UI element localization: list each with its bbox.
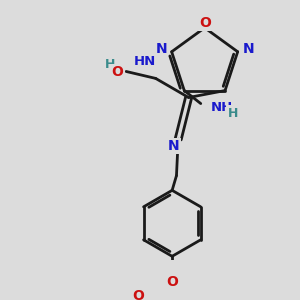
- Text: H: H: [104, 58, 115, 71]
- Text: NH: NH: [210, 101, 232, 114]
- Text: O: O: [112, 65, 124, 79]
- Text: HN: HN: [134, 55, 156, 68]
- Text: H: H: [228, 106, 238, 120]
- Text: O: O: [166, 275, 178, 290]
- Text: O: O: [200, 16, 211, 30]
- Text: O: O: [133, 289, 144, 300]
- Text: N: N: [242, 42, 254, 56]
- Text: N: N: [155, 42, 167, 56]
- Text: N: N: [168, 139, 180, 153]
